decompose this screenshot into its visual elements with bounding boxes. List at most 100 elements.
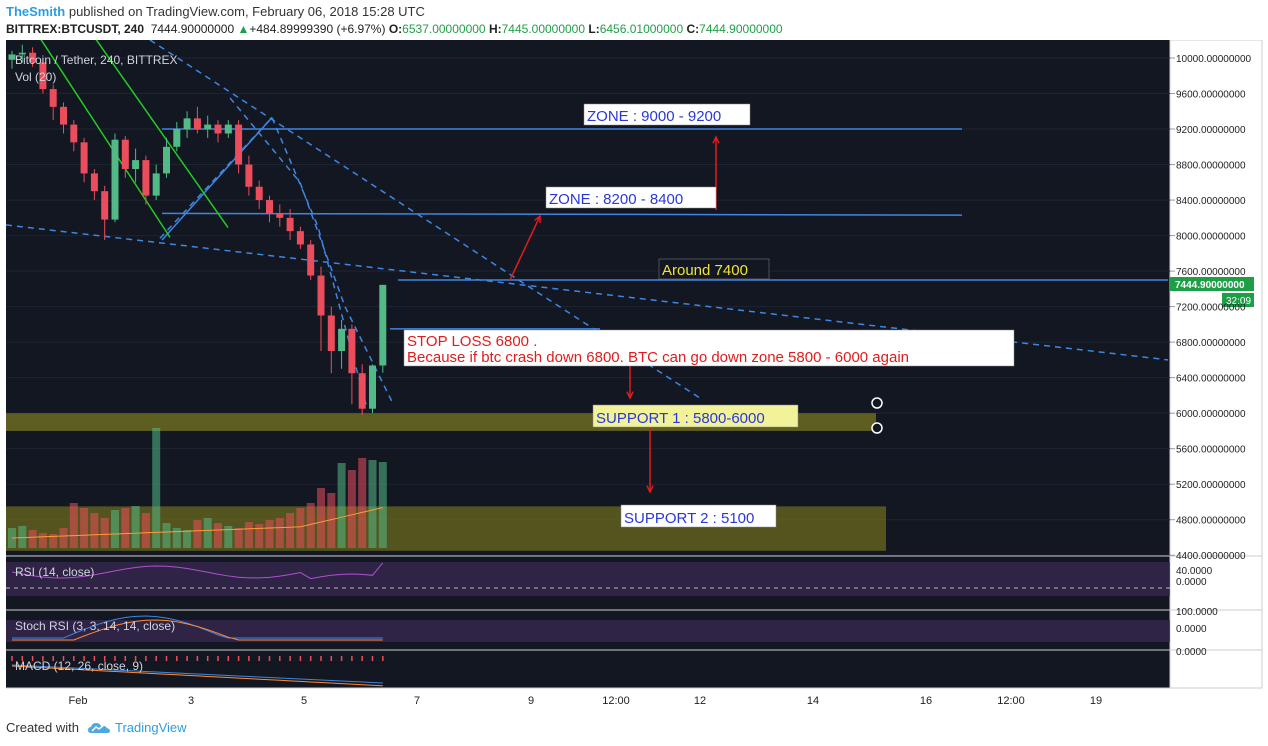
volume-bar bbox=[49, 534, 58, 548]
x-tick-label: 3 bbox=[188, 695, 194, 707]
candle-body bbox=[70, 124, 78, 143]
arrow-to-zone-8200 bbox=[509, 215, 541, 281]
volume-bar bbox=[59, 528, 68, 548]
volume-bar bbox=[224, 526, 233, 548]
volume-bar bbox=[327, 493, 336, 548]
handle-circle bbox=[871, 422, 883, 434]
candle-body bbox=[348, 328, 356, 374]
y-tick-label: 8400.00000000 bbox=[1176, 196, 1246, 207]
x-tick-label: 9 bbox=[528, 695, 534, 707]
volume-bar bbox=[255, 524, 264, 548]
candle-body bbox=[111, 139, 119, 220]
handle-circle bbox=[871, 397, 883, 409]
y-tick-label: 6800.00000000 bbox=[1176, 338, 1246, 349]
last-price-tag bbox=[1170, 277, 1254, 291]
symbol-label: BITTREX:BTCUSDT, 240 bbox=[6, 22, 145, 36]
rsi-band bbox=[6, 562, 1170, 596]
annotations: ZONE : 9000 - 9200 ZONE : 8200 - 8400 Arou… bbox=[403, 103, 1254, 528]
arrow-to-zone-9000-head bbox=[712, 135, 720, 144]
x-tick-label: Feb bbox=[69, 695, 88, 707]
green-channel-lower bbox=[40, 40, 171, 238]
volume-ma-line bbox=[11, 507, 383, 539]
candle-body bbox=[193, 118, 201, 130]
volume-bar bbox=[317, 488, 325, 548]
volume-bar bbox=[337, 463, 346, 548]
last-price: 7444.90000000 bbox=[150, 22, 235, 36]
candle-body bbox=[327, 315, 335, 352]
low-value: 6456.01000000 bbox=[599, 22, 684, 36]
long-dashed-trendline bbox=[5, 224, 1169, 361]
open-label: O: bbox=[388, 22, 403, 36]
indicator-label: MACD (12, 26, close, 9) bbox=[15, 659, 143, 673]
candle-body bbox=[101, 191, 109, 220]
x-tick-label: 12 bbox=[694, 695, 706, 707]
volume-bar bbox=[38, 533, 47, 548]
rising-trendline bbox=[161, 116, 273, 241]
volume-bar bbox=[28, 530, 37, 548]
stop-loss-box bbox=[403, 329, 1015, 367]
candle-body bbox=[39, 62, 47, 90]
candle-body bbox=[224, 124, 232, 134]
x-tick-label: 16 bbox=[920, 695, 932, 707]
volume-bar bbox=[69, 503, 78, 548]
support-1-label-box bbox=[592, 404, 799, 428]
volume-bar bbox=[368, 460, 377, 548]
author-name[interactable]: TheSmith bbox=[6, 4, 66, 19]
stop-loss-line1: STOP LOSS 6800 . bbox=[407, 333, 537, 350]
support-1-label-text: SUPPORT 1 : 5800-6000 bbox=[596, 410, 765, 427]
zone-9000-9200-label-box bbox=[583, 103, 751, 126]
volume-bar bbox=[121, 508, 130, 548]
around-7400-label-box bbox=[658, 258, 770, 280]
countdown-tag bbox=[1222, 293, 1254, 307]
candlestick-series bbox=[8, 44, 387, 415]
candle-body bbox=[379, 284, 387, 366]
volume-bar bbox=[183, 530, 192, 548]
last-price-tag-text: 7444.90000000 bbox=[1175, 280, 1245, 291]
macd-line bbox=[11, 664, 383, 684]
volume-bar bbox=[80, 508, 89, 548]
y-tick-label: 8000.00000000 bbox=[1176, 232, 1246, 243]
candle-body bbox=[307, 244, 315, 276]
open-value: 6537.00000000 bbox=[402, 22, 486, 36]
y-tick-label: 10000.00000000 bbox=[1176, 54, 1252, 65]
volume-bar bbox=[18, 526, 27, 548]
close-label: C: bbox=[686, 22, 700, 36]
candle-body bbox=[142, 160, 150, 196]
symbol-header: BITTREX:BTCUSDT, 240 7444.90000000 ▲+484… bbox=[6, 22, 783, 36]
chart-title: Bitcoin / Tether, 240, BITTREX bbox=[15, 53, 178, 67]
price-axis[interactable]: 10000.00000000 9600.00000000 9200.00000000… bbox=[1170, 54, 1252, 562]
volume-bar bbox=[152, 428, 161, 548]
volume-bar bbox=[286, 513, 295, 548]
zone-8200-8400-label-box bbox=[545, 186, 717, 209]
zone-8250-line bbox=[161, 212, 963, 216]
y-tick-label: 5600.00000000 bbox=[1176, 445, 1246, 456]
candle-body bbox=[163, 146, 170, 174]
volume-label: Vol (20) bbox=[15, 70, 56, 84]
high-value: 7445.00000000 bbox=[501, 22, 586, 36]
indicator-tick-label: 0.0000 bbox=[1176, 577, 1207, 588]
stop-loss-line2: Because if btc crash down 6800. BTC can … bbox=[407, 349, 909, 366]
volume-bars bbox=[8, 428, 387, 548]
tradingview-link[interactable]: TradingView bbox=[114, 720, 187, 735]
time-axis[interactable]: Feb 3 5 7 9 12:00 12 14 16 12:00 19 bbox=[6, 687, 1170, 707]
x-tick-label: 14 bbox=[807, 695, 819, 707]
candle-body bbox=[255, 186, 263, 201]
volume-bar bbox=[100, 518, 109, 548]
candle-body bbox=[204, 124, 212, 130]
y-tick-label: 4400.00000000 bbox=[1176, 551, 1246, 562]
y-tick-label: 7600.00000000 bbox=[1176, 267, 1246, 278]
indicator-tick-label: 100.0000 bbox=[1176, 607, 1218, 618]
volume-bar bbox=[90, 513, 99, 548]
candle-body bbox=[152, 173, 160, 196]
volume-bar bbox=[111, 510, 119, 548]
volume-bar bbox=[234, 528, 243, 548]
y-tick-label: 9200.00000000 bbox=[1176, 125, 1246, 136]
volume-bar bbox=[296, 508, 305, 548]
volume-bar bbox=[131, 506, 140, 548]
countdown-tag-text: 32:09 bbox=[1226, 296, 1251, 307]
volume-bar bbox=[214, 523, 222, 548]
green-channel-upper bbox=[95, 40, 229, 229]
zone-8200-8400-label-text: ZONE : 8200 - 8400 bbox=[549, 191, 683, 208]
volume-bar bbox=[306, 503, 315, 548]
